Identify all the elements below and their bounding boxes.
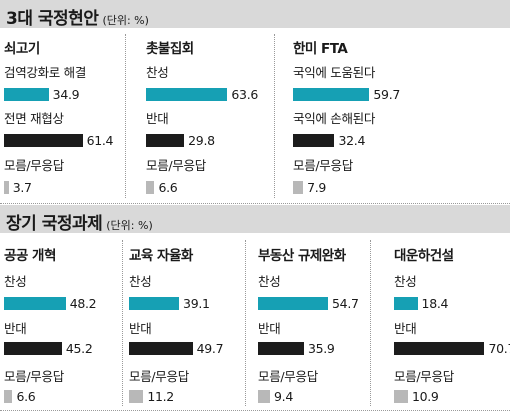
row-label: 모름/무응답 [129, 369, 189, 384]
panel-title: 대운하건설 [394, 248, 454, 264]
row-label: 반대 [258, 321, 281, 336]
data-label: 18.4 [421, 296, 449, 311]
row-label: 모름/무응답 [4, 369, 64, 384]
bar-agree [146, 88, 228, 101]
row-label: 반대 [146, 111, 169, 126]
column-divider [370, 240, 371, 406]
panel-title: 공공 개혁 [4, 248, 56, 264]
data-label: 29.8 [188, 133, 215, 148]
data-label: 48.2 [69, 296, 97, 311]
bar-unknown [394, 390, 408, 403]
bar-oppose [4, 134, 83, 147]
unit-label: (단위: %) [106, 219, 153, 232]
row-label: 국익에 손해된다 [293, 111, 376, 126]
bar-agree [4, 297, 66, 310]
column-divider [274, 34, 275, 198]
row-label: 검역강화로 해결 [4, 65, 87, 80]
panel-title: 교육 자율화 [129, 248, 193, 264]
panel-title: 쇠고기 [4, 41, 40, 57]
bar-oppose [146, 134, 185, 147]
column-divider [245, 240, 246, 406]
data-label: 32.4 [338, 133, 366, 148]
data-label: 3.7 [12, 180, 32, 195]
panel-title: 한미 FTA [293, 41, 348, 57]
data-label: 6.6 [16, 389, 36, 404]
column-divider [125, 34, 126, 198]
bar-unknown [146, 181, 155, 194]
row-label: 전면 재협상 [4, 111, 64, 126]
bar-oppose [293, 134, 335, 147]
row-label: 모름/무응답 [258, 369, 318, 384]
unit-label: (단위: %) [102, 14, 149, 27]
data-label: 39.1 [183, 296, 210, 311]
data-label: 10.9 [411, 389, 439, 404]
bar-oppose [4, 342, 62, 355]
row-label: 모름/무응답 [293, 158, 353, 173]
data-label: 59.7 [373, 87, 401, 102]
panel-title: 부동산 규제완화 [258, 248, 346, 264]
data-label: 63.6 [231, 87, 259, 102]
row-label: 찬성 [146, 65, 169, 80]
data-label: 35.9 [307, 341, 335, 356]
section-divider [0, 203, 510, 204]
row-label: 찬성 [394, 274, 417, 289]
bar-unknown [4, 390, 13, 403]
data-label: 7.9 [307, 180, 327, 195]
bar-agree [129, 297, 180, 310]
data-label: 45.2 [65, 341, 93, 356]
data-label: 6.6 [158, 180, 178, 195]
bar-unknown [258, 390, 271, 403]
data-label: 9.4 [274, 389, 294, 404]
data-label: 34.9 [52, 87, 80, 102]
section-title: 장기 국정과제 (단위: %) [6, 214, 153, 234]
row-label: 찬성 [258, 274, 281, 289]
row-label: 국익에 도움된다 [293, 65, 376, 80]
row-label: 모름/무응답 [4, 158, 64, 173]
bar-unknown [4, 181, 9, 194]
row-label: 반대 [129, 321, 152, 336]
bar-agree [293, 88, 370, 101]
row-label: 모름/무응답 [394, 369, 454, 384]
bar-unknown [293, 181, 304, 194]
bar-oppose [129, 342, 193, 355]
bar-agree [394, 297, 418, 310]
bar-agree [258, 297, 329, 310]
data-label: 54.7 [332, 296, 359, 311]
section-title: 3대 국정현안 (단위: %) [6, 9, 149, 29]
bottom-divider [0, 410, 510, 411]
bar-unknown [129, 390, 144, 403]
panel-title: 촛불집회 [146, 41, 194, 57]
data-label: 61.4 [86, 133, 114, 148]
column-divider [122, 240, 123, 406]
row-label: 찬성 [4, 274, 27, 289]
row-label: 모름/무응답 [146, 158, 206, 173]
data-label: 11.2 [147, 389, 174, 404]
data-label: 70.7 [488, 341, 510, 356]
bar-oppose [258, 342, 304, 355]
data-label: 49.7 [196, 341, 224, 356]
row-label: 반대 [4, 321, 27, 336]
section-header-current-issues: 3대 국정현안 (단위: %) [0, 0, 510, 29]
bar-oppose [394, 342, 485, 355]
row-label: 반대 [394, 321, 417, 336]
section-header-long-term-tasks: 장기 국정과제 (단위: %) [0, 205, 510, 234]
row-label: 찬성 [129, 274, 152, 289]
bar-agree [4, 88, 49, 101]
